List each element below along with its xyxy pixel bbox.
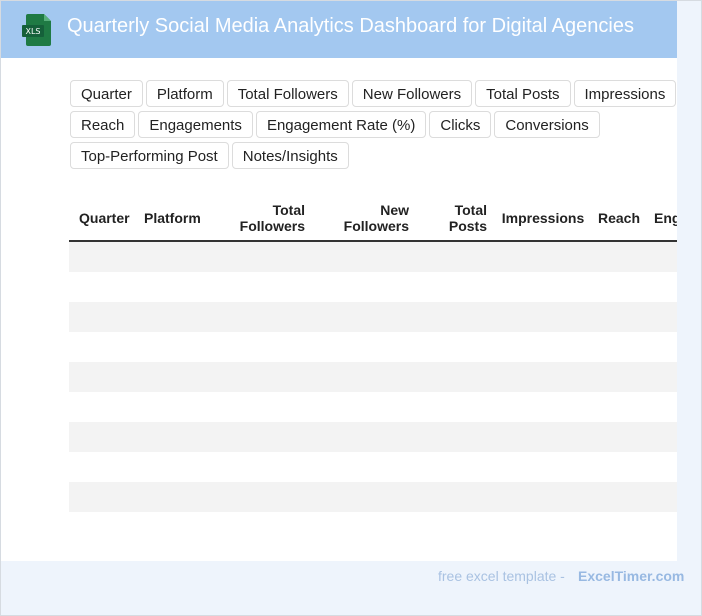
column-tag: Top-Performing Post [70, 142, 229, 169]
column-tag: Platform [145, 80, 224, 107]
column-tags: Quarter Platform Total Followers New Follow… [70, 80, 682, 169]
column-header-line: Total [272, 202, 305, 218]
column-tag: New Followers [351, 80, 473, 107]
table-row [69, 512, 677, 541]
column-header: New Followers [315, 196, 409, 240]
column-header-text: Total Followers [240, 202, 305, 234]
table-row [69, 422, 677, 452]
table-row [69, 392, 677, 422]
column-tag: Total Followers [226, 80, 349, 107]
column-header-text: Eng [654, 210, 677, 226]
column-tag: Reach [70, 111, 136, 138]
table-row [69, 302, 677, 332]
column-header: Quarter [79, 196, 139, 240]
column-header: Impressions [497, 196, 589, 240]
column-header: Total Posts [419, 196, 487, 240]
footer-site: ExcelTimer.com [578, 568, 685, 584]
column-header-line: Platform [144, 210, 201, 226]
column-header: Total Followers [223, 196, 305, 240]
column-header-line: Followers [239, 218, 305, 234]
column-header-line: Eng [654, 210, 677, 226]
table-row [69, 332, 677, 362]
column-tag: Clicks [429, 111, 492, 138]
page-title: Quarterly Social Media Analytics Dashboa… [67, 15, 634, 37]
xls-icon: XLS [22, 14, 51, 46]
column-header-text: Platform [144, 210, 201, 226]
column-header: Reach [589, 196, 649, 240]
column-tag: Conversions [494, 111, 600, 138]
column-header-text: Reach [598, 210, 640, 226]
column-tag: Quarter [70, 80, 143, 107]
icon-badge [22, 25, 44, 37]
icon-fold [44, 14, 51, 21]
data-table: Quarter Platform Total Followers New Follower… [69, 196, 677, 541]
column-header-text: New Followers [344, 202, 409, 234]
column-header-text: Impressions [502, 210, 584, 226]
column-header: Eng [654, 196, 677, 240]
footer-text: free excel template - [438, 568, 565, 584]
column-header-line: Impressions [501, 210, 585, 226]
column-tag: Engagement Rate (%) [255, 111, 427, 138]
column-tag: Engagements [138, 111, 253, 138]
header-bar: XLS Quarterly Social Media Analytics Das… [1, 1, 677, 58]
column-header-line: Reach [597, 210, 641, 226]
column-header-text: Total Posts [449, 202, 487, 234]
column-header-line: Followers [343, 218, 409, 234]
table-row [69, 362, 677, 392]
column-header-line: Quarter [79, 210, 130, 226]
column-tag: Total Posts [475, 80, 571, 107]
table-header: Quarter Platform Total Followers New Follower… [69, 196, 677, 242]
column-header-line: Posts [448, 218, 487, 234]
icon-label: XLS [25, 27, 40, 36]
column-header-text: Quarter [79, 210, 130, 226]
column-tag: Notes/Insights [231, 142, 349, 169]
table-row [69, 272, 677, 302]
column-header-line: Total [454, 202, 487, 218]
column-tag: Impressions [573, 80, 677, 107]
column-header-line: New [380, 202, 409, 218]
table-row [69, 242, 677, 272]
table-row [69, 482, 677, 512]
column-header: Platform [144, 196, 214, 240]
table-row [69, 452, 677, 482]
